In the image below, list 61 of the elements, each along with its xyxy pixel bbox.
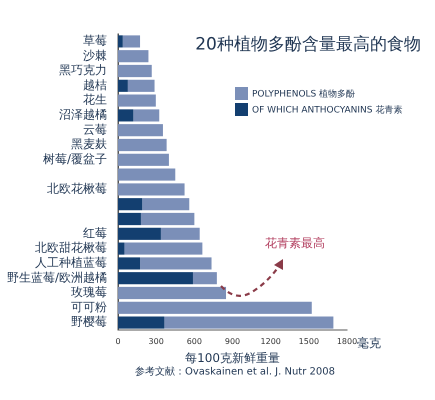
y-tick-label: 花生 — [83, 92, 108, 107]
bar — [118, 286, 226, 300]
bar — [128, 80, 155, 92]
legend-label: OF WHICH ANTHOCYANINS 花青素 — [252, 104, 402, 116]
x-tick-label: 1500 — [298, 336, 320, 346]
y-tick-label: 北欧甜花楸莓 — [35, 240, 108, 255]
y-tick-label: 野樱莓 — [71, 314, 108, 329]
bar — [164, 316, 334, 329]
y-tick-label: 黑巧克力 — [59, 63, 108, 78]
bar — [118, 212, 141, 226]
bar — [118, 50, 148, 62]
bar — [118, 138, 167, 152]
y-tick-label: 树莓/覆盆子 — [42, 152, 108, 166]
bar — [140, 212, 194, 226]
x-tick-label: 0 — [115, 336, 121, 346]
bar — [118, 272, 193, 284]
y-tick-label: 沼泽越橘 — [59, 108, 108, 122]
bar — [118, 168, 176, 181]
bar — [140, 257, 212, 270]
bar — [118, 198, 142, 210]
bar — [192, 272, 217, 284]
y-tick-label: 草莓 — [83, 34, 108, 48]
text: 参考文献：Ovaskainen et al. J. Nutr 2008 — [135, 366, 335, 378]
y-tick-label: 玫瑰莓 — [71, 285, 108, 300]
bar — [133, 109, 160, 122]
y-tick-label: 北欧花楸莓 — [47, 182, 108, 196]
x-tick-label: 900 — [224, 336, 240, 346]
x-tick-label: 600 — [186, 336, 202, 346]
bar — [118, 183, 185, 196]
legend-label: POLYPHENOLS 植物多酚 — [252, 88, 356, 100]
bar — [160, 228, 200, 240]
y-tick-label: 人工种植蓝莓 — [35, 256, 108, 270]
x-axis-title: 每100克新鲜重量 — [185, 350, 280, 365]
y-tick-label: 可可粉 — [71, 300, 108, 314]
y-tick-label: 黑麦麸 — [71, 137, 108, 152]
annotation: 花青素最高 — [265, 236, 325, 250]
bar — [118, 35, 123, 48]
y-tick-label: 沙棘 — [83, 48, 108, 62]
bar — [118, 124, 163, 136]
bar — [118, 316, 164, 329]
y-tick-label: 越桔 — [83, 78, 108, 92]
y-tick-label: 云莓 — [83, 122, 108, 136]
y-tick-label: 野生蓝莓/欧洲越橘 — [6, 270, 108, 284]
bar — [124, 242, 202, 255]
bar — [118, 64, 152, 78]
x-tick-label: 1200 — [260, 336, 281, 346]
bar — [118, 302, 312, 314]
bar — [118, 94, 156, 107]
bar — [118, 109, 134, 122]
chart-title: 20种植物多酚含量最高的食物 — [195, 34, 421, 54]
bar — [118, 154, 169, 166]
bar — [118, 228, 161, 240]
y-tick-label: 红莓 — [83, 226, 108, 240]
x-tick-label: 1800 — [336, 336, 358, 346]
bar — [118, 80, 128, 92]
bar — [118, 257, 140, 270]
bar — [142, 198, 190, 210]
bar — [118, 242, 124, 255]
text: 毫克 — [357, 336, 381, 350]
x-tick-label: 300 — [148, 336, 164, 346]
bar — [122, 35, 140, 48]
